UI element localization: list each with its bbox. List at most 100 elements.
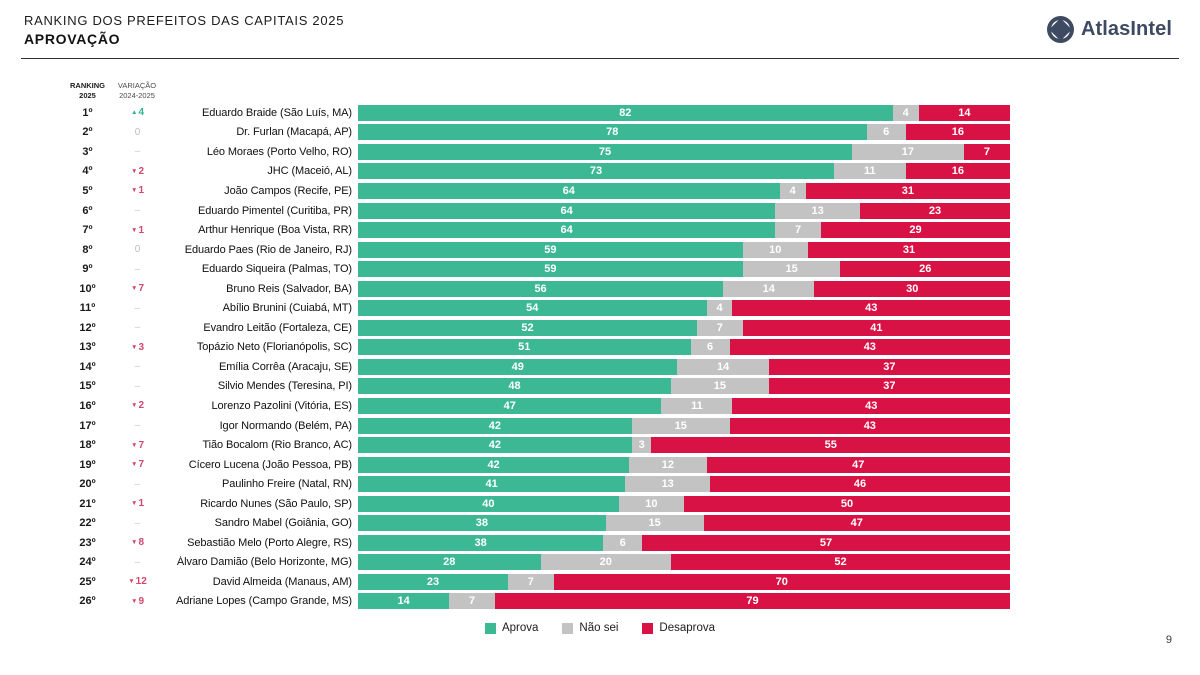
mayor-name: Tião Bocalom (Rio Branco, AC) [202,439,352,452]
variation-value: – [134,146,141,158]
rank-label: 23º [79,536,96,549]
bar-segment-aprova: 75 [358,143,852,160]
bar-segment-desaprova: 16 [905,163,1010,180]
table-row: 1º ▲4 Eduardo Braide (São Luís, MA) 82 4 14 [0,103,1200,123]
mayor-name: JHC (Maceió, AL) [267,165,352,178]
stacked-bar: 52 7 41 [358,319,1010,336]
bar-segment-desaprova: 79 [494,593,1010,610]
rank-label: 5º [82,184,93,197]
bar-segment-desaprova: 31 [805,182,1010,199]
down-arrow-icon: ▼ [131,226,138,234]
title-block: RANKING DOS PREFEITOS DAS CAPITAIS 2025 … [24,13,344,47]
bar-segment-aprova: 78 [358,124,867,141]
down-arrow-icon: ▼ [131,441,138,449]
rank-label: 4º [82,165,93,178]
brand-name: AtlasIntel [1080,18,1172,40]
bar-segment-nao-sei: 4 [779,182,806,199]
stacked-bar: 59 10 31 [358,241,1011,258]
stacked-bar: 38 15 47 [358,515,1010,532]
down-arrow-icon: ▼ [131,539,138,547]
bar-segment-nao-sei: 15 [631,417,730,434]
rank-label: 7º [82,224,93,237]
rank-label: 13º [79,341,96,354]
bar-segment-nao-sei: 14 [677,358,769,375]
table-row: 18º ▼7 Tião Bocalom (Rio Branco, AC) 42 3 55 [0,435,1200,455]
bar-segment-aprova: 38 [358,515,606,532]
rank-label: 21º [79,497,96,510]
bar-segment-desaprova: 46 [710,476,1010,493]
variation-value: 0 [134,244,141,256]
legend-item-desaprova: Desaprova [642,622,715,634]
legend-item-nao-sei: Não sei [562,622,618,634]
variation-value: ▼9 [131,595,144,607]
stacked-bar: 47 11 43 [358,397,1010,414]
down-arrow-icon: ▼ [131,343,138,351]
bar-segment-desaprova: 30 [814,280,1010,297]
up-arrow-icon: ▲ [131,109,138,117]
stacked-bar: 75 17 7 [358,143,1010,160]
mayor-name: Sebastião Melo (Porto Alegre, RS) [187,536,352,549]
mayor-name: Silvio Mendes (Teresina, PI) [217,380,352,393]
stacked-bar: 49 14 37 [358,358,1010,375]
mayor-name: Igor Normando (Belém, PA) [219,419,353,432]
bar-segment-nao-sei: 7 [697,319,743,336]
rank-label: 19º [79,458,96,471]
table-row: 6º – Eduardo Pimentel (Curitiba, PR) 64 13 23 [0,201,1200,221]
rank-label: 3º [82,145,93,158]
atlasintel-logo-icon [1046,16,1074,43]
table-row: 25º ▼12 David Almeida (Manaus, AM) 23 7 70 [0,572,1200,592]
chart-rows: 1º ▲4 Eduardo Braide (São Luís, MA) 82 4 14 2º… [0,103,1200,611]
bar-segment-desaprova: 50 [684,495,1010,512]
bar-segment-aprova: 41 [358,476,626,493]
bar-segment-nao-sei: 7 [449,593,495,610]
legend-label-aprova: Aprova [501,622,539,634]
bar-segment-nao-sei: 6 [603,534,643,551]
variation-value: ▼3 [131,341,144,353]
bar-segment-aprova: 56 [358,280,724,297]
legend-label-nao-sei: Não sei [579,622,619,634]
bar-segment-nao-sei: 4 [706,300,733,317]
mayor-name: Léo Moraes (Porto Velho, RO) [206,145,352,158]
table-row: 23º ▼8 Sebastião Melo (Porto Alegre, RS) 38… [0,533,1200,553]
down-arrow-icon: ▼ [131,461,138,469]
rank-label: 16º [79,399,96,412]
rank-label: 11º [79,302,96,315]
table-row: 13º ▼3 Topázio Neto (Florianópolis, SC) 51 6… [0,338,1200,358]
bar-segment-aprova: 64 [358,222,776,239]
variation-value: ▼7 [131,459,144,471]
table-row: 17º – Igor Normando (Belém, PA) 42 15 43 [0,416,1200,436]
mayor-name: Eduardo Braide (São Luís, MA) [202,106,352,119]
mayor-name: Evandro Leitão (Fortaleza, CE) [203,321,352,334]
variation-value: ▼1 [131,224,144,236]
mayor-name: Eduardo Siqueira (Palmas, TO) [201,263,352,276]
table-row: 10º ▼7 Bruno Reis (Salvador, BA) 56 14 30 [0,279,1200,299]
bar-segment-aprova: 42 [358,417,632,434]
report-title: RANKING DOS PREFEITOS DAS CAPITAIS 2025 [24,13,345,28]
bar-segment-desaprova: 52 [670,554,1011,571]
bar-segment-desaprova: 31 [807,241,1011,258]
mayor-name: Dr. Furlan (Macapá, AP) [236,126,352,139]
rank-label: 18º [79,439,96,452]
bar-segment-aprova: 47 [358,397,662,414]
bar-segment-aprova: 82 [358,104,893,121]
table-row: 3º – Léo Moraes (Porto Velho, RO) 75 17 7 [0,142,1200,162]
stacked-bar: 51 6 43 [358,339,1010,356]
bar-segment-nao-sei: 13 [625,476,711,493]
bar-segment-desaprova: 55 [651,437,1010,454]
rank-label: 10º [79,282,96,295]
mayor-name: Paulinho Freire (Natal, RN) [222,478,352,491]
legend-item-aprova: Aprova [484,622,539,634]
column-header-ranking: RANKING 2025 [60,81,115,101]
bar-segment-desaprova: 43 [729,417,1010,434]
bar-segment-nao-sei: 12 [629,456,707,473]
rank-label: 1º [82,106,93,119]
rank-label: 22º [79,517,96,530]
variation-value: ▼2 [131,165,144,177]
down-arrow-icon: ▼ [128,578,135,586]
bar-segment-aprova: 52 [358,319,698,336]
brand-logo: AtlasIntel [1046,16,1172,43]
mayor-name: Álvaro Damião (Belo Horizonte, MG) [176,556,352,569]
rank-label: 14º [79,360,96,373]
bar-segment-desaprova: 70 [553,573,1010,590]
